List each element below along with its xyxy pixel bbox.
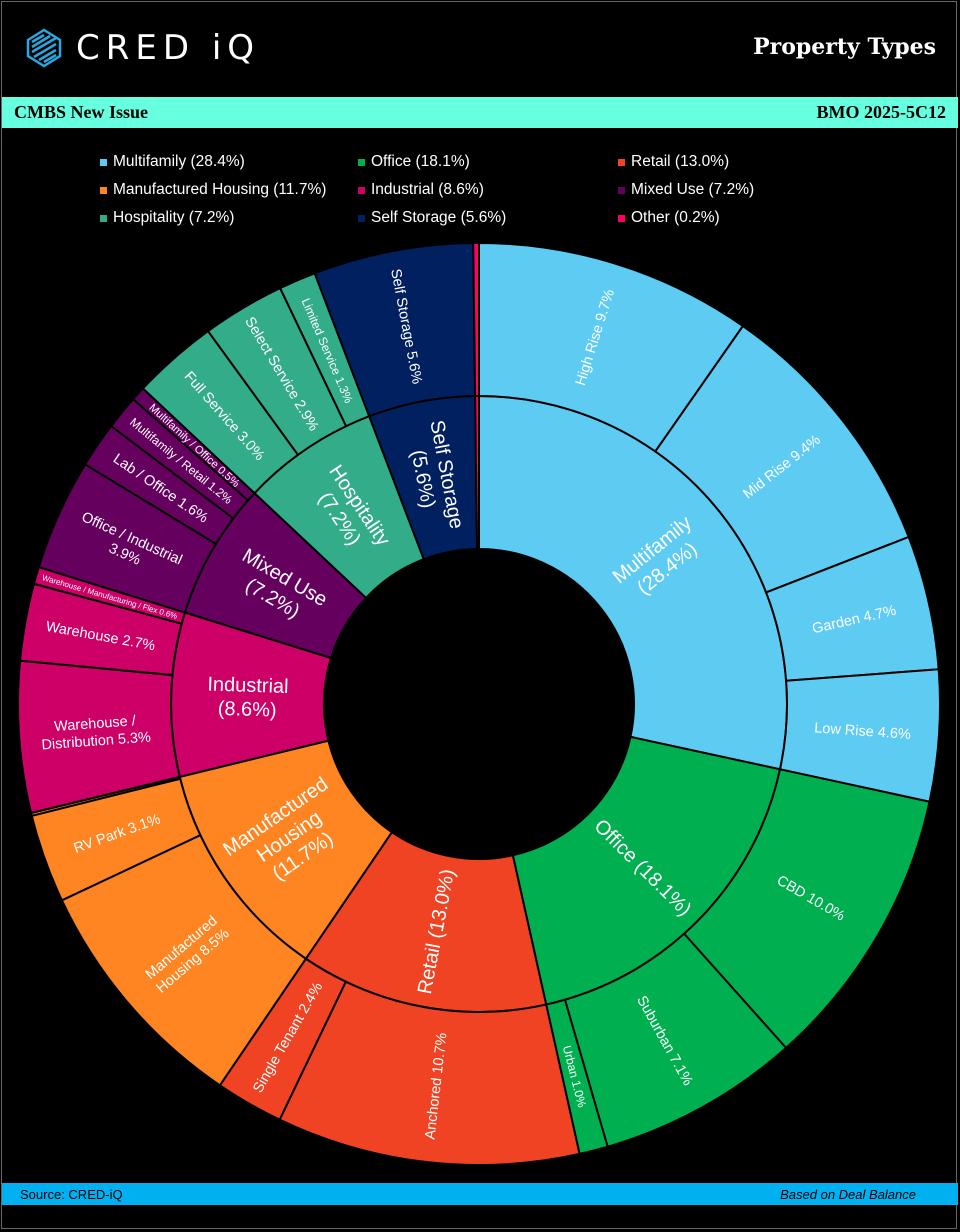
legend-item: Industrial (8.6%) <box>358 181 484 199</box>
legend-swatch <box>618 214 625 222</box>
legend-label: Retail (13.0%) <box>631 153 730 170</box>
legend-label: Hospitality (7.2%) <box>113 209 235 226</box>
legend-item: Multifamily (28.4%) <box>100 153 245 171</box>
logo: CRED iQ <box>24 28 260 68</box>
legend-item: Manufactured Housing (11.7%) <box>100 181 326 199</box>
footer-note: Based on Deal Balance <box>780 1186 916 1202</box>
logo-text: CRED iQ <box>76 28 261 68</box>
footer-band: Source: CRED-iQ Based on Deal Balance <box>2 1183 958 1205</box>
legend-swatch <box>618 158 625 166</box>
subsegment <box>472 241 480 398</box>
legend-item: Self Storage (5.6%) <box>358 209 506 227</box>
legend-swatch <box>358 186 365 194</box>
legend-item: Retail (13.0%) <box>618 153 729 171</box>
legend-label: Multifamily (28.4%) <box>113 153 245 170</box>
legend-label: Mixed Use (7.2%) <box>631 181 755 198</box>
legend-swatch <box>358 158 365 166</box>
legend-item: Hospitality (7.2%) <box>100 209 234 227</box>
legend-label: Industrial (8.6%) <box>371 181 484 198</box>
legend-label: Office (18.1%) <box>371 153 470 170</box>
band-left-text: CMBS New Issue <box>14 102 149 122</box>
legend-swatch <box>100 214 107 222</box>
segment-label: Industrial(8.6%) <box>206 673 289 722</box>
legend-swatch <box>358 214 365 222</box>
legend-label: Other (0.2%) <box>631 209 720 226</box>
center-hole <box>324 549 634 859</box>
legend-item: Office (18.1%) <box>358 153 470 171</box>
subheader-band: CMBS New Issue BMO 2025-5C12 <box>2 97 958 128</box>
legend-item: Other (0.2%) <box>618 209 720 227</box>
legend-swatch <box>100 186 107 194</box>
footer-source: Source: CRED-iQ <box>20 1186 123 1202</box>
legend-item: Mixed Use (7.2%) <box>618 181 754 199</box>
segment-label: Warehouse /Distribution 5.3% <box>40 712 152 753</box>
band-right-text: BMO 2025-5C12 <box>816 102 947 122</box>
segment-label: Low Rise 4.6% <box>814 720 912 743</box>
legend-swatch <box>100 158 107 166</box>
logo-icon <box>26 28 62 68</box>
legend-swatch <box>618 186 625 194</box>
page-title: Property Types <box>753 34 936 60</box>
legend-label: Self Storage (5.6%) <box>371 209 507 226</box>
legend-label: Manufactured Housing (11.7%) <box>113 181 327 198</box>
